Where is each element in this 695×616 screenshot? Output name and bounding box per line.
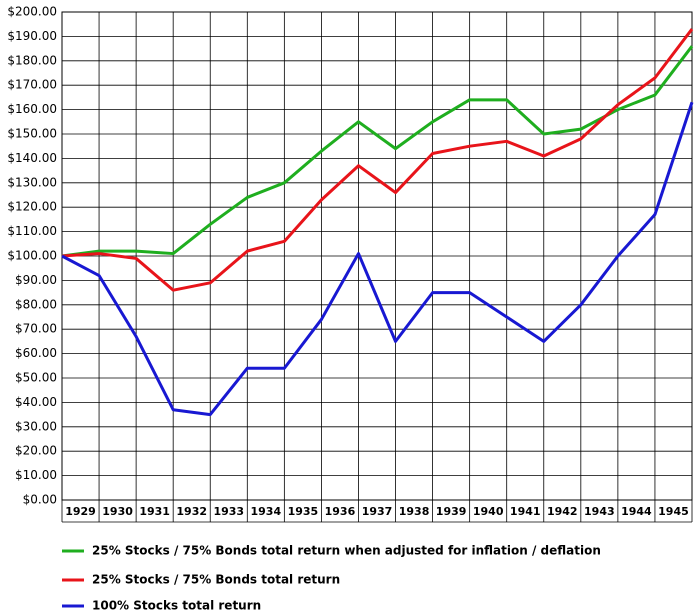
x-tick-label: 1931: [139, 505, 170, 518]
y-tick-label: $30.00: [15, 419, 57, 433]
y-tick-label: $80.00: [15, 297, 57, 311]
y-tick-label: $120.00: [7, 200, 57, 214]
y-tick-label: $100.00: [7, 249, 57, 263]
line-series: [61, 28, 694, 292]
y-tick-label: $180.00: [7, 53, 57, 67]
x-tick-label: 1943: [584, 505, 615, 518]
x-tick-label: 1936: [325, 505, 356, 518]
x-tick-label: 1941: [510, 505, 541, 518]
y-tick-label: $110.00: [7, 224, 57, 238]
y-tick-label: $20.00: [15, 444, 57, 458]
y-tick-label: $140.00: [7, 151, 57, 165]
x-tick-label: 1935: [288, 505, 319, 518]
x-tick-label: 1940: [473, 505, 504, 518]
x-tick-label: 1944: [621, 505, 652, 518]
y-tick-label: $130.00: [7, 175, 57, 189]
x-tick-label: 1929: [65, 505, 96, 518]
legend-label: 25% Stocks / 75% Bonds total return: [92, 573, 340, 587]
y-tick-label: $60.00: [15, 346, 57, 360]
x-tick-label: 1934: [251, 505, 282, 518]
y-tick-label: $90.00: [15, 273, 57, 287]
x-tick-label: 1930: [102, 505, 133, 518]
y-tick-label: $170.00: [7, 78, 57, 92]
y-tick-label: $190.00: [7, 29, 57, 43]
y-tick-label: $150.00: [7, 127, 57, 141]
line-series: [61, 45, 694, 258]
x-tick-label: 1942: [547, 505, 578, 518]
legend-label: 100% Stocks total return: [92, 599, 261, 613]
y-tick-label: $50.00: [15, 371, 57, 385]
x-tick-label: 1937: [362, 505, 393, 518]
legend-label: 25% Stocks / 75% Bonds total return when…: [92, 544, 601, 558]
line-series: [61, 101, 694, 417]
x-tick-label: 1938: [399, 505, 430, 518]
x-tick-label: 1933: [213, 505, 244, 518]
y-tick-label: $10.00: [15, 468, 57, 482]
x-tick-label: 1932: [176, 505, 207, 518]
y-tick-label: $0.00: [23, 493, 57, 507]
y-tick-label: $200.00: [7, 5, 57, 19]
y-tick-label: $40.00: [15, 395, 57, 409]
y-tick-label: $70.00: [15, 322, 57, 336]
x-tick-label: 1939: [436, 505, 467, 518]
x-tick-label: 1945: [658, 505, 689, 518]
y-tick-label: $160.00: [7, 102, 57, 116]
